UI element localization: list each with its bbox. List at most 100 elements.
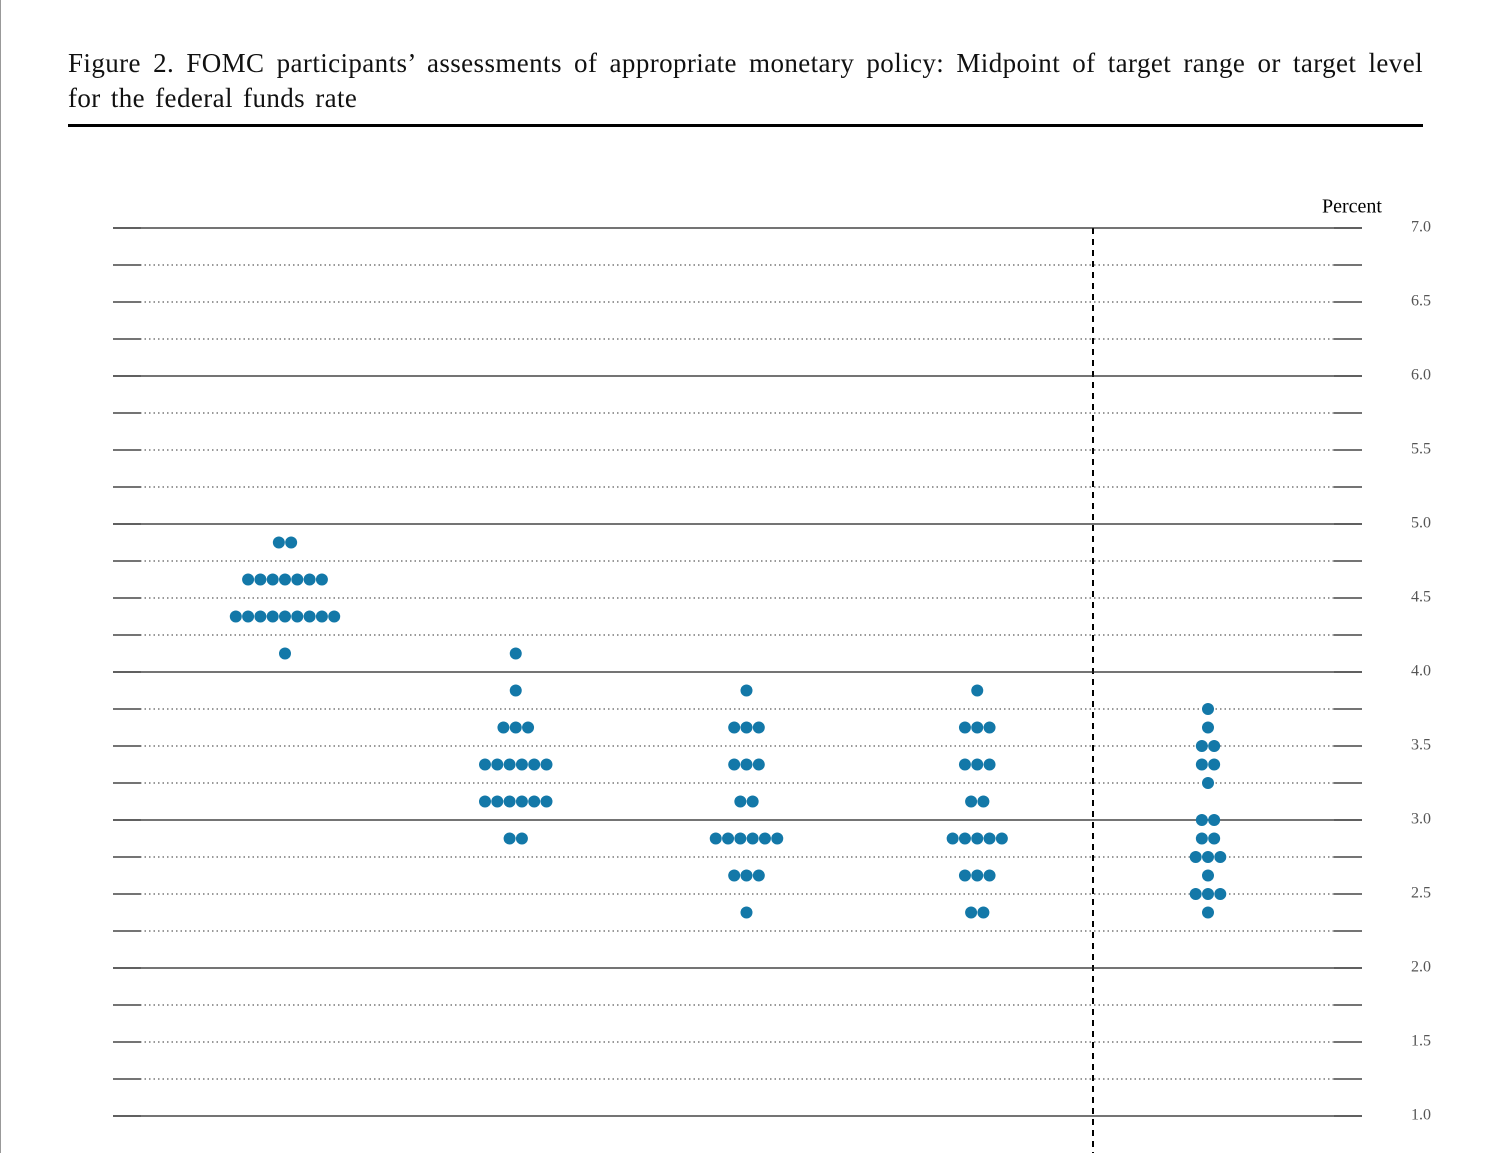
dot [1214, 888, 1227, 900]
dot [971, 869, 984, 882]
dot [958, 832, 971, 845]
dot [1202, 888, 1214, 900]
dot [983, 758, 996, 771]
dot [971, 758, 984, 771]
dot [752, 721, 765, 734]
dot [503, 758, 516, 771]
dot [254, 573, 267, 586]
dot [479, 758, 491, 771]
dot [971, 832, 984, 845]
dot [315, 573, 328, 586]
dot [509, 721, 522, 734]
dot [291, 610, 304, 623]
dot [1195, 740, 1208, 752]
y-tick-label: 1.0 [1411, 1107, 1431, 1124]
dot [965, 795, 978, 808]
dot [740, 758, 753, 771]
dot [958, 869, 971, 882]
y-tick-label: 2.5 [1411, 885, 1431, 902]
dot [1195, 814, 1208, 826]
y-tick-label: 3.5 [1411, 737, 1431, 754]
dot [1208, 740, 1221, 752]
dot [528, 758, 541, 771]
dot [995, 832, 1008, 845]
dot [528, 795, 541, 808]
y-tick-label: 7.0 [1411, 219, 1431, 236]
dot [229, 610, 242, 623]
dot [1202, 721, 1214, 734]
dot [771, 832, 784, 845]
dot [1195, 758, 1208, 771]
y-tick-label: 2.0 [1411, 959, 1431, 976]
y-tick-label: 5.0 [1411, 515, 1431, 532]
dot [983, 832, 996, 845]
dot [728, 869, 741, 882]
dot [503, 832, 516, 845]
dot [958, 758, 971, 771]
dot [977, 795, 990, 808]
dot [1214, 851, 1227, 863]
dot [740, 721, 753, 734]
dot [503, 795, 516, 808]
dot [983, 869, 996, 882]
y-tick-label: 4.0 [1411, 663, 1431, 680]
dot [1202, 703, 1214, 715]
chart-title: Figure 2. FOMC participants’ assessments… [68, 48, 1423, 113]
dot [752, 869, 765, 882]
dot [328, 610, 341, 623]
dot [728, 721, 741, 734]
dot [509, 647, 522, 660]
dot [1189, 851, 1202, 863]
title-rule [68, 124, 1423, 127]
dot [1202, 906, 1214, 919]
dot [709, 832, 722, 845]
dot [479, 795, 491, 808]
dot [515, 758, 528, 771]
dot [515, 832, 528, 845]
dot [285, 536, 298, 549]
dot [740, 684, 753, 697]
dot [977, 906, 990, 919]
dot [958, 721, 971, 734]
dot [1189, 888, 1202, 900]
dot [515, 795, 528, 808]
dot [740, 869, 753, 882]
dot [746, 795, 759, 808]
dot [728, 758, 741, 771]
dot [734, 832, 747, 845]
dot [491, 795, 504, 808]
dot [1208, 814, 1221, 826]
y-tick-label: 4.5 [1411, 589, 1431, 606]
dot [971, 684, 984, 697]
dot [266, 610, 279, 623]
dot [965, 906, 978, 919]
dot [303, 573, 316, 586]
dot [1202, 777, 1214, 789]
dot [734, 795, 747, 808]
dot [242, 573, 255, 586]
y-tick-label: 5.5 [1411, 441, 1431, 458]
dot [746, 832, 759, 845]
dot [497, 721, 510, 734]
dot [491, 758, 504, 771]
dot [540, 795, 553, 808]
dot [291, 573, 304, 586]
dot [279, 610, 291, 623]
dot [1202, 869, 1214, 882]
dot [722, 832, 735, 845]
y-axis-label: Percent [1322, 196, 1382, 218]
dot [272, 536, 285, 549]
y-tick-label: 3.0 [1411, 811, 1431, 828]
dot [315, 610, 328, 623]
dot [266, 573, 279, 586]
dot [1208, 758, 1221, 771]
dot [1195, 832, 1208, 845]
dot [1202, 851, 1214, 863]
dot [752, 758, 765, 771]
dot [758, 832, 771, 845]
y-tick-label: 1.5 [1411, 1033, 1431, 1050]
dot [540, 758, 553, 771]
dot [1208, 832, 1221, 845]
